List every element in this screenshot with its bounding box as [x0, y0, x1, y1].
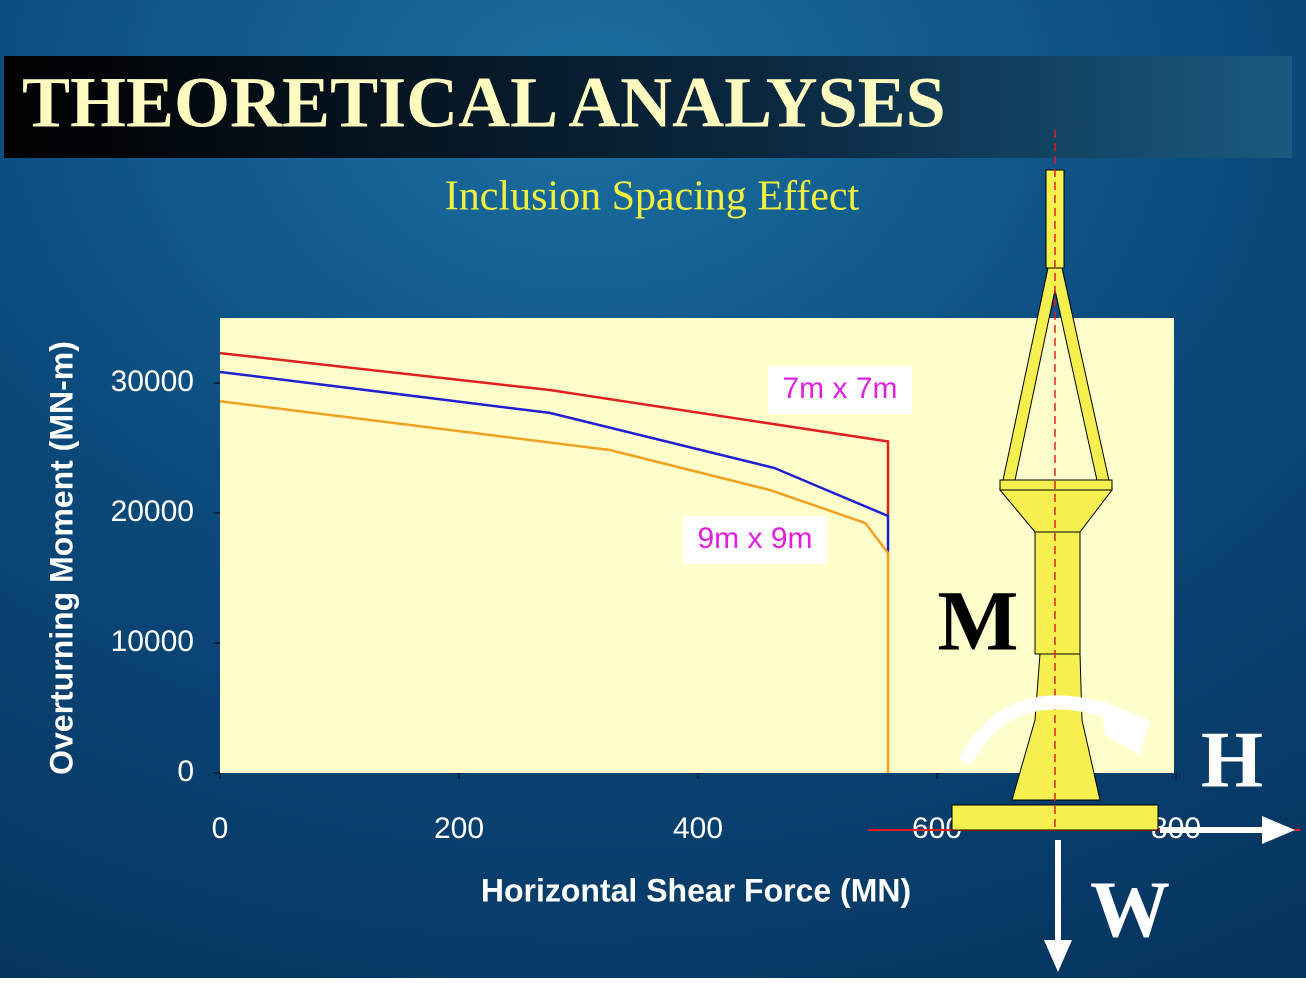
series-line [219, 399, 890, 773]
y-axis-title: Overturning Moment (MN-m) [43, 341, 79, 775]
title: THEORETICAL ANALYSES [22, 63, 946, 143]
series-label-box [768, 366, 912, 414]
moment-arrow [958, 695, 1123, 766]
series-label-box [683, 516, 827, 564]
w-label: W [1090, 866, 1170, 954]
x-tick-label: 400 [673, 812, 723, 845]
series-line [219, 370, 890, 554]
title-band [4, 56, 1292, 158]
series-line [219, 351, 890, 516]
series-label: 7m x 7m [782, 372, 897, 405]
tower-diagram: M H W [868, 130, 1300, 972]
base [1011, 653, 1101, 801]
y-tick-label: 0 [177, 755, 194, 788]
y-tick-label: 30000 [111, 365, 194, 398]
x-axis-title: Horizontal Shear Force (MN) [481, 872, 911, 908]
h-arrow-head [1262, 816, 1295, 844]
moment-arrow-head [1100, 700, 1150, 755]
shaft [1034, 531, 1081, 655]
subtitle: Inclusion Spacing Effect [445, 174, 860, 220]
x-tick-label: 200 [434, 812, 484, 845]
y-tick-label: 10000 [111, 625, 194, 658]
crossbar [999, 479, 1113, 491]
x-tick-label: 0 [212, 812, 229, 845]
m-label: M [937, 573, 1018, 669]
h-label: H [1201, 716, 1263, 804]
series-label: 9m x 9m [697, 522, 812, 555]
w-arrow-head [1044, 940, 1072, 972]
y-tick-label: 20000 [111, 495, 194, 528]
chart: 01000020000300000200400600800Horizontal … [43, 318, 1201, 908]
